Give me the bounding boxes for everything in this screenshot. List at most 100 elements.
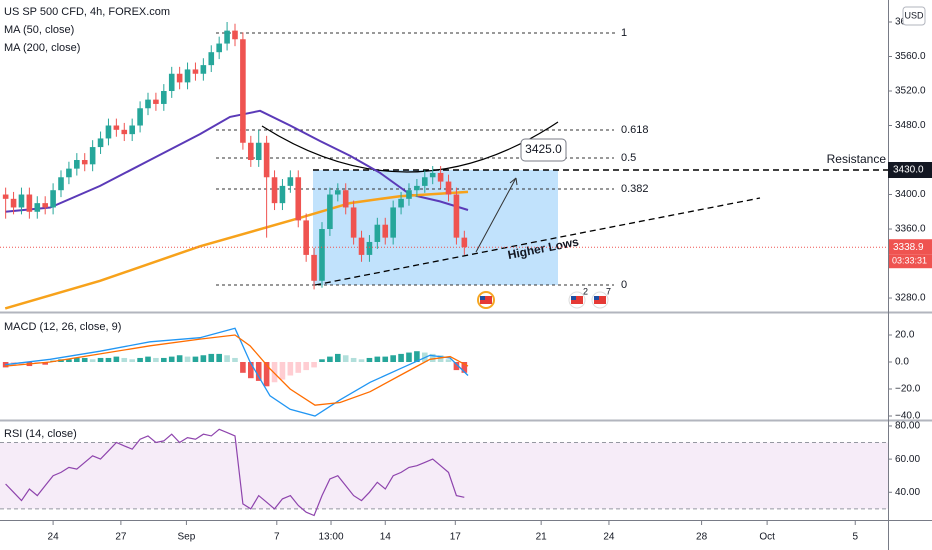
candle-body <box>18 194 25 208</box>
flag <box>480 296 492 304</box>
candle-body <box>263 142 270 178</box>
candle-body <box>406 190 412 199</box>
candle-body <box>319 229 325 281</box>
macd-histogram-bar <box>406 352 412 363</box>
macd-histogram-bar <box>255 362 262 381</box>
candle-body <box>414 185 420 191</box>
y-tick-label: 3400.0 <box>895 189 926 200</box>
macd-histogram-bar <box>398 353 404 363</box>
candle-body <box>200 65 207 74</box>
event-count: 7 <box>606 286 611 296</box>
candle-body <box>350 207 357 238</box>
candle-body <box>34 203 41 212</box>
currency-button[interactable] <box>902 6 926 26</box>
candle-body <box>311 254 317 281</box>
candle-body <box>437 172 444 182</box>
fib-label: 0.618 <box>621 124 649 136</box>
candle-body <box>2 194 9 199</box>
macd-histogram-bar <box>66 359 72 363</box>
x-tick-label: 14 <box>380 532 392 543</box>
macd-histogram-bar <box>248 362 254 379</box>
y-tick-label: 40.00 <box>895 487 920 498</box>
macd-histogram-bar <box>453 362 460 371</box>
y-tick-label: 0.0 <box>895 357 909 368</box>
currency-label[interactable]: USD <box>904 10 924 20</box>
x-tick-label: Oct <box>759 532 775 543</box>
macd-histogram-bar <box>429 353 436 363</box>
macd-histogram-bar <box>279 362 286 380</box>
macd-histogram-bar <box>145 356 151 363</box>
x-tick-label: 21 <box>536 532 548 543</box>
flag <box>480 296 485 300</box>
macd-histogram-bar <box>216 353 222 363</box>
macd-histogram-bar <box>176 355 183 363</box>
candle-body <box>429 172 436 178</box>
candle-body <box>192 69 199 74</box>
resistance-price: 3430.0 <box>893 165 924 176</box>
resistance-price-box <box>888 162 932 178</box>
event-icons: 2 7 <box>477 286 611 309</box>
y-tick-label: 3560.0 <box>895 51 926 62</box>
symbol-title: US SP 500 CFD, 4h, FOREX.com <box>4 6 170 18</box>
macd-histogram-bar <box>382 356 389 363</box>
macd-histogram-bar <box>287 362 294 376</box>
y-tick-label: 3360.0 <box>895 224 926 235</box>
candle-body <box>366 241 373 255</box>
candle-body <box>74 160 80 169</box>
candle-body <box>145 99 151 109</box>
x-tick-label: 28 <box>696 532 708 543</box>
macd-histogram-bar <box>121 357 128 363</box>
macd-histogram-bar <box>161 357 167 363</box>
countdown-box <box>888 254 932 269</box>
macd-line <box>5 334 469 406</box>
candle-body <box>240 39 246 143</box>
macd-histogram-bar <box>153 357 159 363</box>
candle-body <box>121 129 128 135</box>
x-tick-label: 24 <box>603 532 615 543</box>
y-tick-label: 80.00 <box>895 421 920 432</box>
macd-histogram-bar <box>81 357 88 363</box>
flag <box>571 296 583 304</box>
macd-histogram-bar <box>319 359 325 363</box>
rsi-band <box>0 442 888 509</box>
candle-body <box>208 52 215 66</box>
candle-body <box>398 198 404 208</box>
candle-body <box>66 168 72 178</box>
y-tick-label: −20.0 <box>895 384 921 395</box>
macd-histogram-bar <box>97 357 104 363</box>
macd-histogram-bar <box>208 353 215 363</box>
last-price-box <box>888 239 932 255</box>
candle-body <box>342 190 349 208</box>
macd-histogram-bar <box>168 356 175 363</box>
y-tick-label: −40.0 <box>895 411 921 422</box>
macd-title: MACD (12, 26, close, 9) <box>4 321 121 333</box>
y-tick-label: 3280.0 <box>895 293 926 304</box>
candle-body <box>271 177 278 204</box>
fib-label: 1 <box>621 27 627 39</box>
candle-body <box>421 177 428 186</box>
macd-histogram-bar <box>358 359 365 363</box>
moving-average <box>5 109 469 213</box>
candle-body <box>224 30 230 44</box>
last-price: 3338.9 <box>893 242 924 253</box>
x-tick-label: 7 <box>274 532 280 543</box>
candle-body <box>184 69 191 83</box>
macd-histogram-bar <box>240 362 246 373</box>
fib-label: 0.5 <box>621 152 636 164</box>
flag <box>571 296 576 300</box>
macd-histogram-bar <box>366 357 373 363</box>
macd-histogram-bar <box>437 355 444 363</box>
macd-histogram-bar <box>42 362 48 365</box>
candle-body <box>303 220 309 255</box>
candle-body <box>89 147 96 165</box>
candle-body <box>453 194 460 238</box>
candle-body <box>445 181 452 195</box>
higher-lows-line <box>314 197 761 286</box>
legend-ma50: MA (50, close) <box>4 24 74 36</box>
countdown: 03:33:31 <box>892 256 927 266</box>
macd-histogram-bar <box>113 356 120 363</box>
macd-histogram-bar <box>390 355 396 363</box>
